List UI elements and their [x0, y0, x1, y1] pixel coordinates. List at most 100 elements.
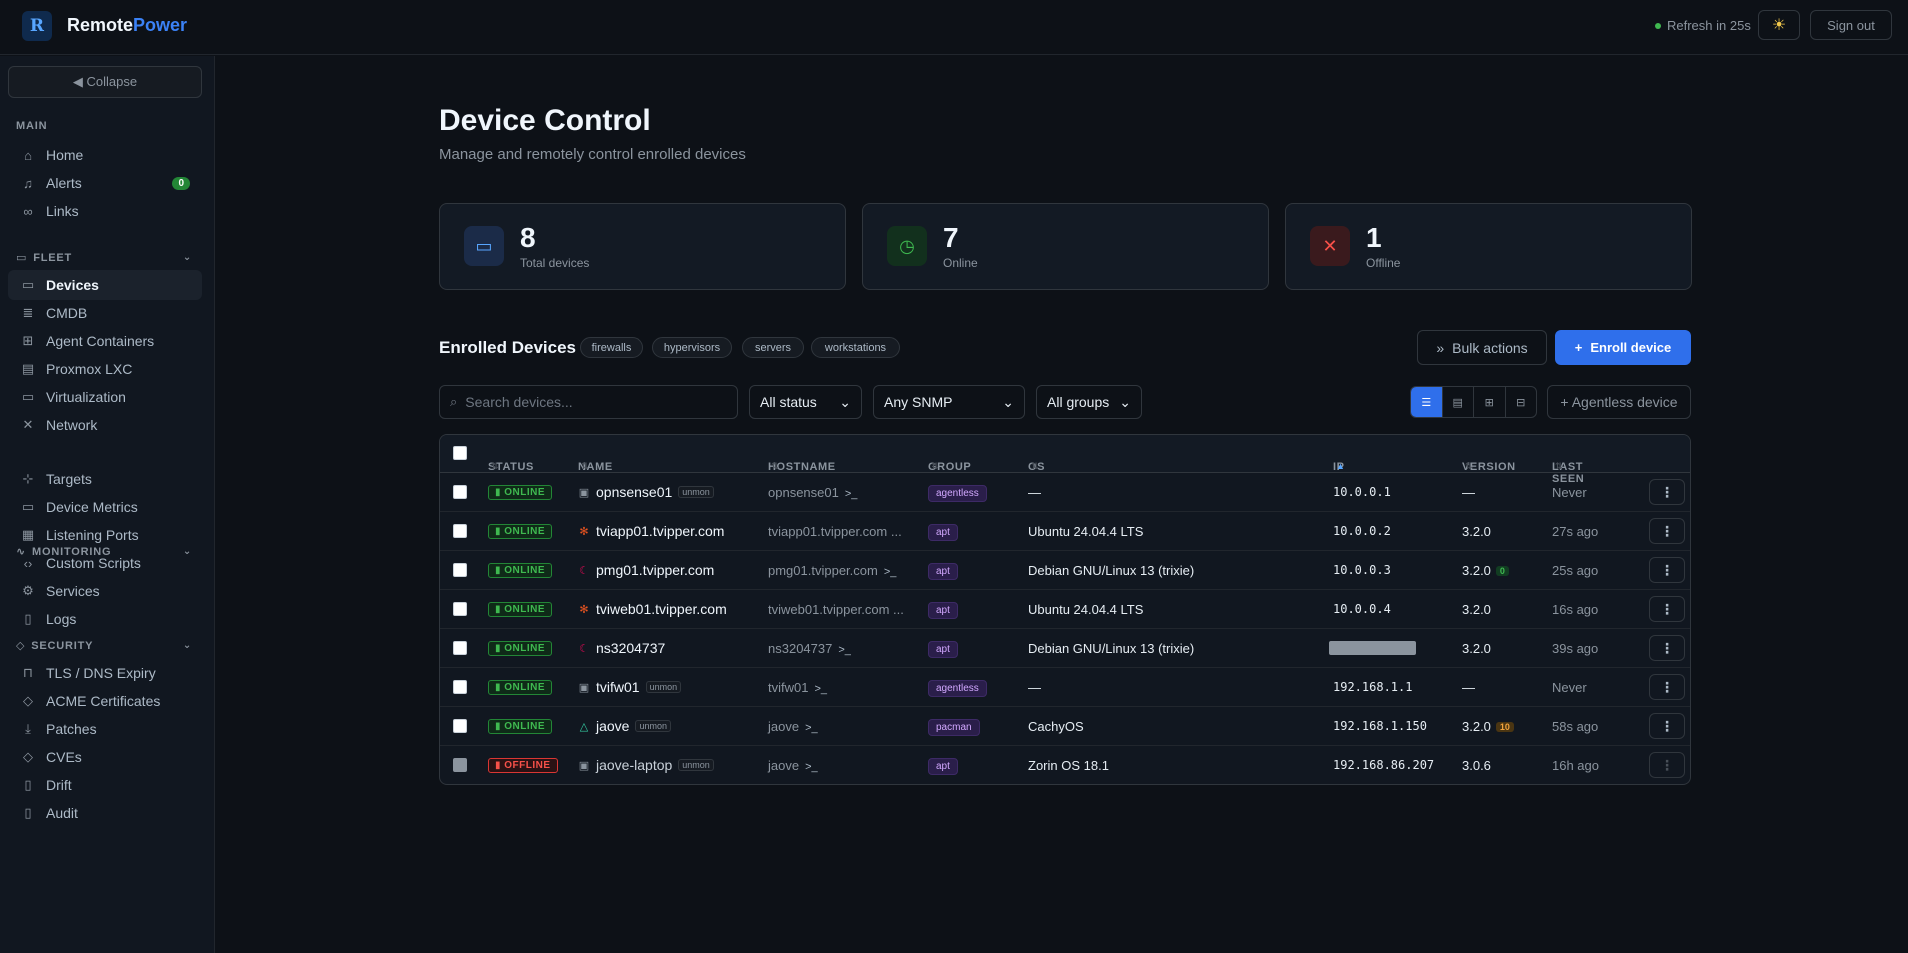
- row-actions-button[interactable]: ⋮: [1649, 752, 1685, 778]
- table-icon: ▦: [21, 527, 35, 542]
- sidebar-item-alerts[interactable]: ♫ Alerts 0: [8, 168, 202, 198]
- sidebar-item-audit[interactable]: ▯ Audit: [8, 798, 202, 828]
- row-actions-button[interactable]: ⋮: [1649, 713, 1685, 739]
- row-actions-button[interactable]: ⋮: [1649, 557, 1685, 583]
- sidebar-item-logs[interactable]: ▯ Logs: [8, 604, 202, 634]
- section-security[interactable]: ◇ SECURITY ⌄: [16, 639, 192, 653]
- device-name[interactable]: ▣ jaove-laptop unmon: [578, 757, 714, 773]
- page-subtitle: Manage and remotely control enrolled dev…: [439, 146, 746, 163]
- table-row[interactable]: ▮ ONLINE ☾ ns3204737 ns3204737 >_ apt Debi…: [440, 629, 1690, 668]
- sidebar-item-cves[interactable]: ◇ CVEs: [8, 742, 202, 772]
- filter-chip-firewalls[interactable]: firewalls: [580, 337, 643, 358]
- sidebar-item-network[interactable]: ✕ Network: [8, 410, 202, 440]
- row-checkbox[interactable]: [453, 758, 467, 772]
- table-row[interactable]: ▮ ONLINE ☾ pmg01.tvipper.com pmg01.tvippe…: [440, 551, 1690, 590]
- hostname: jaove >_: [768, 719, 818, 734]
- device-name[interactable]: △ jaove unmon: [578, 718, 671, 734]
- theme-toggle-button[interactable]: ☀: [1758, 10, 1800, 40]
- row-checkbox[interactable]: [453, 524, 467, 538]
- sidebar-item-acme[interactable]: ◇ ACME Certificates: [8, 686, 202, 716]
- list-view-icon[interactable]: ☰: [1411, 387, 1443, 417]
- sidebar-item-patches[interactable]: ⤓ Patches: [8, 714, 202, 744]
- device-name[interactable]: ✻ tviapp01.tvipper.com: [579, 523, 725, 539]
- status-badge: ▮ ONLINE: [488, 602, 553, 617]
- row-checkbox[interactable]: [453, 641, 467, 655]
- terminal-icon[interactable]: >_: [814, 683, 828, 695]
- sidebar-item-drift[interactable]: ▯ Drift: [8, 770, 202, 800]
- status-badge: ▮ ONLINE: [488, 680, 553, 695]
- last-seen-cell: Never: [1552, 680, 1587, 695]
- enroll-device-button[interactable]: + Enroll device: [1555, 330, 1691, 365]
- sidebar-item-home[interactable]: ⌂ Home: [8, 140, 202, 170]
- device-icon: ▣: [578, 486, 590, 499]
- filter-chip-workstations[interactable]: workstations: [811, 337, 900, 358]
- hostname: tviweb01.tvipper.com ...: [768, 602, 904, 617]
- row-checkbox[interactable]: [453, 719, 467, 733]
- bulk-actions-button[interactable]: » Bulk actions: [1417, 330, 1547, 365]
- filter-chip-hypervisors[interactable]: hypervisors: [652, 337, 732, 358]
- devices-table: STATUS ⇅ NAME ⇅ HOSTNAME ⇅ GROUP ⇅ OS ⇅ IP ▲ V…: [439, 434, 1691, 785]
- sidebar-item-links[interactable]: ∞ Links: [8, 196, 202, 226]
- table-row[interactable]: ▮ ONLINE △ jaove unmon jaove >_ pacman Cach…: [440, 707, 1690, 746]
- sidebar-item-devices[interactable]: ▭ Devices: [8, 270, 202, 300]
- sidebar-item-custom-scripts[interactable]: ‹› Custom Scripts: [8, 548, 202, 578]
- sidebar-item-cmdb[interactable]: ≣ CMDB: [8, 298, 202, 328]
- table-row[interactable]: ▮ ONLINE ✻ tviapp01.tvipper.com tviapp01.…: [440, 512, 1690, 551]
- sidebar-item-tls[interactable]: ⊓ TLS / DNS Expiry: [8, 658, 202, 688]
- device-name[interactable]: ☾ pmg01.tvipper.com: [579, 562, 715, 578]
- os-cell: —: [1028, 680, 1041, 695]
- table-row[interactable]: ▮ ONLINE ✻ tviweb01.tvipper.com tviweb01.…: [440, 590, 1690, 629]
- sign-out-button[interactable]: Sign out: [1810, 10, 1892, 40]
- device-name[interactable]: ✻ tviweb01.tvipper.com: [579, 601, 727, 617]
- stat-card-offline: ✕ 1 Offline: [1285, 203, 1692, 290]
- grid-view-icon[interactable]: ⊞: [1474, 387, 1506, 417]
- compact-view-icon[interactable]: ▤: [1443, 387, 1474, 417]
- search-input[interactable]: [465, 394, 706, 410]
- terminal-icon[interactable]: >_: [883, 566, 897, 578]
- card-view-icon[interactable]: ⊟: [1516, 396, 1526, 409]
- debian-icon: ☾: [579, 642, 589, 655]
- group-filter-select[interactable]: All groups ⌄: [1036, 385, 1142, 419]
- row-actions-button[interactable]: ⋮: [1649, 635, 1685, 661]
- row-actions-button[interactable]: ⋮: [1649, 596, 1685, 622]
- terminal-icon[interactable]: >_: [838, 644, 851, 656]
- pending-updates-badge: 10: [1495, 721, 1514, 732]
- device-name[interactable]: ▣ tvifw01 unmon: [578, 679, 682, 695]
- sidebar-item-listening-ports[interactable]: ▦ Listening Ports: [21, 527, 139, 543]
- device-name[interactable]: ▣ opnsense01 unmon: [578, 484, 714, 500]
- version-cell: 3.2.0 0: [1462, 563, 1509, 578]
- logo-icon[interactable]: R: [22, 11, 52, 41]
- status-filter-select[interactable]: All status ⌄: [749, 385, 862, 419]
- table-row[interactable]: ▮ ONLINE ▣ tvifw01 unmon tvifw01 >_ agentle…: [440, 668, 1690, 707]
- row-checkbox[interactable]: [453, 602, 467, 616]
- section-monitoring[interactable]: ∿ MONITORING ⌄: [16, 545, 192, 559]
- sidebar-item-virtualization[interactable]: ▭ Virtualization: [21, 389, 126, 405]
- terminal-icon[interactable]: >_: [844, 488, 858, 500]
- terminal-icon[interactable]: >_: [805, 761, 818, 773]
- row-checkbox[interactable]: [453, 680, 467, 694]
- page-title: Device Control: [439, 104, 651, 137]
- chevron-down-icon: ⌄: [1119, 393, 1131, 410]
- sidebar-item-device-metrics[interactable]: ▭ Device Metrics: [21, 499, 138, 515]
- sidebar-item-proxmox[interactable]: ▤ Proxmox LXC: [21, 361, 133, 377]
- collapse-sidebar-button[interactable]: ◀ Collapse: [8, 66, 202, 98]
- add-agentless-device-button[interactable]: + Agentless device: [1547, 385, 1691, 419]
- device-name[interactable]: ☾ ns3204737: [579, 640, 666, 656]
- terminal-icon[interactable]: >_: [805, 722, 818, 734]
- table-row[interactable]: ▮ ONLINE ▣ opnsense01 unmon opnsense01 >_ a…: [440, 473, 1690, 512]
- row-actions-button[interactable]: ⋮: [1649, 674, 1685, 700]
- hostname: jaove >_: [768, 758, 818, 773]
- filter-chip-servers[interactable]: servers: [742, 337, 804, 358]
- row-actions-button[interactable]: ⋮: [1649, 479, 1685, 505]
- row-checkbox[interactable]: [453, 485, 467, 499]
- section-fleet[interactable]: ▭ FLEET ⌄: [16, 251, 192, 265]
- last-seen-cell: Never: [1552, 485, 1587, 500]
- snmp-filter-select[interactable]: Any SNMP ⌄: [873, 385, 1025, 419]
- sidebar-item-services[interactable]: ⚙ Services: [8, 576, 202, 606]
- row-actions-button[interactable]: ⋮: [1649, 518, 1685, 544]
- table-row[interactable]: ▮ OFFLINE ▣ jaove-laptop unmon jaove >_ apt…: [440, 746, 1690, 784]
- sidebar-item-targets[interactable]: ⊹ Targets: [8, 464, 202, 494]
- select-all-checkbox[interactable]: [453, 446, 467, 460]
- sidebar-item-agent-containers[interactable]: ⊞ Agent Containers: [8, 326, 202, 356]
- row-checkbox[interactable]: [453, 563, 467, 577]
